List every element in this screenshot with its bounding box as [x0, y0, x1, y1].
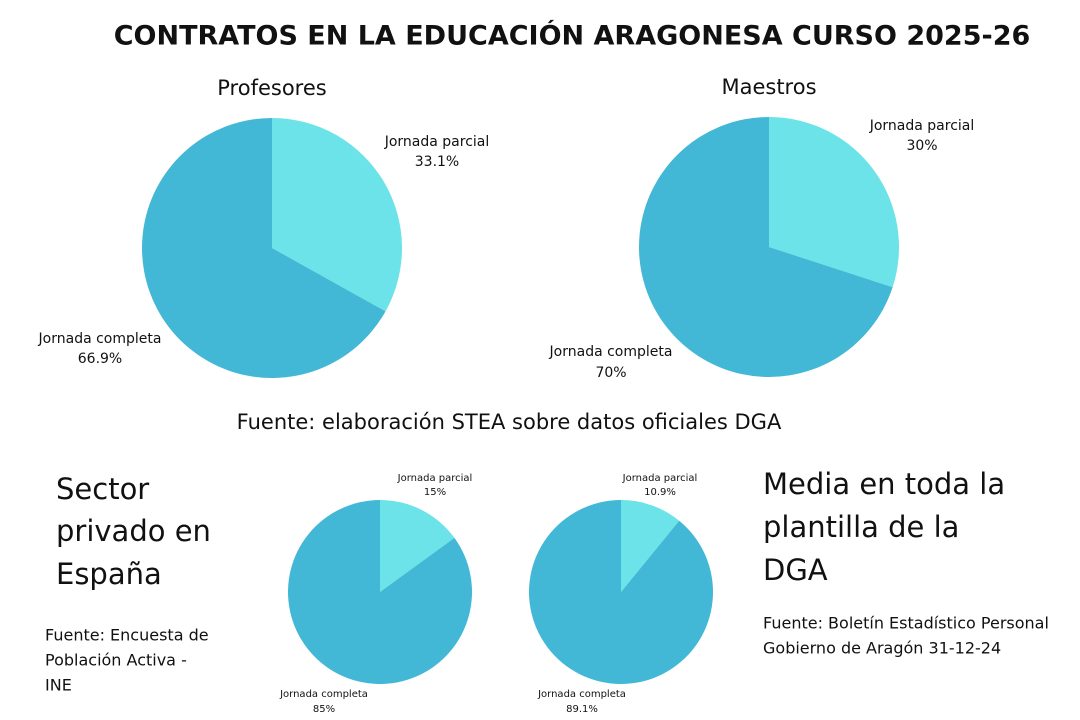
- slice-label: Jornada completa: [549, 344, 673, 360]
- slice-value-label: 89.1%: [566, 704, 598, 715]
- source-note: Fuente: elaboración STEA sobre datos ofi…: [237, 410, 782, 434]
- slice-label: Jornada completa: [537, 689, 626, 700]
- slice-value-label: 85%: [313, 704, 335, 715]
- side-heading: Media en toda la: [763, 467, 1005, 501]
- pie-slice: [141, 118, 386, 378]
- slice-value-label: 10.9%: [644, 487, 676, 498]
- slice-label: Jornada completa: [38, 331, 162, 347]
- slice-label: Jornada parcial: [397, 473, 473, 484]
- pie-slice: [272, 118, 402, 312]
- pie-slice: [621, 500, 680, 592]
- slice-value-label: 33.1%: [415, 154, 459, 170]
- pie-slice: [528, 500, 713, 684]
- side-heading: DGA: [763, 553, 828, 587]
- pie-slice: [287, 500, 472, 684]
- side-heading: plantilla de la: [763, 510, 959, 544]
- side-source: INE: [45, 676, 72, 695]
- slice-value-label: 70%: [595, 365, 626, 381]
- main-title: CONTRATOS EN LA EDUCACIÓN ARAGONESA CURS…: [114, 20, 1031, 52]
- pie-slice: [638, 117, 893, 377]
- pie-slice: [380, 500, 455, 592]
- chart-title: Profesores: [217, 76, 326, 100]
- side-source: Fuente: Encuesta de: [45, 626, 209, 645]
- slice-label: Jornada parcial: [622, 473, 698, 484]
- side-heading: Sector: [56, 472, 149, 506]
- pie-slice: [769, 117, 899, 288]
- slice-label: Jornada parcial: [869, 118, 975, 134]
- side-source: Gobierno de Aragón 31-12-24: [763, 639, 1001, 658]
- chart-title: Maestros: [721, 75, 816, 99]
- side-source: Fuente: Boletín Estadístico Personal: [763, 614, 1049, 633]
- slice-label: Jornada parcial: [384, 134, 490, 150]
- side-heading: España: [56, 557, 162, 591]
- slice-label: Jornada completa: [279, 689, 368, 700]
- slice-value-label: 15%: [424, 487, 446, 498]
- side-heading: privado en: [56, 514, 211, 548]
- slice-value-label: 30%: [906, 138, 937, 154]
- side-source: Población Activa -: [45, 651, 187, 670]
- slice-value-label: 66.9%: [78, 351, 122, 367]
